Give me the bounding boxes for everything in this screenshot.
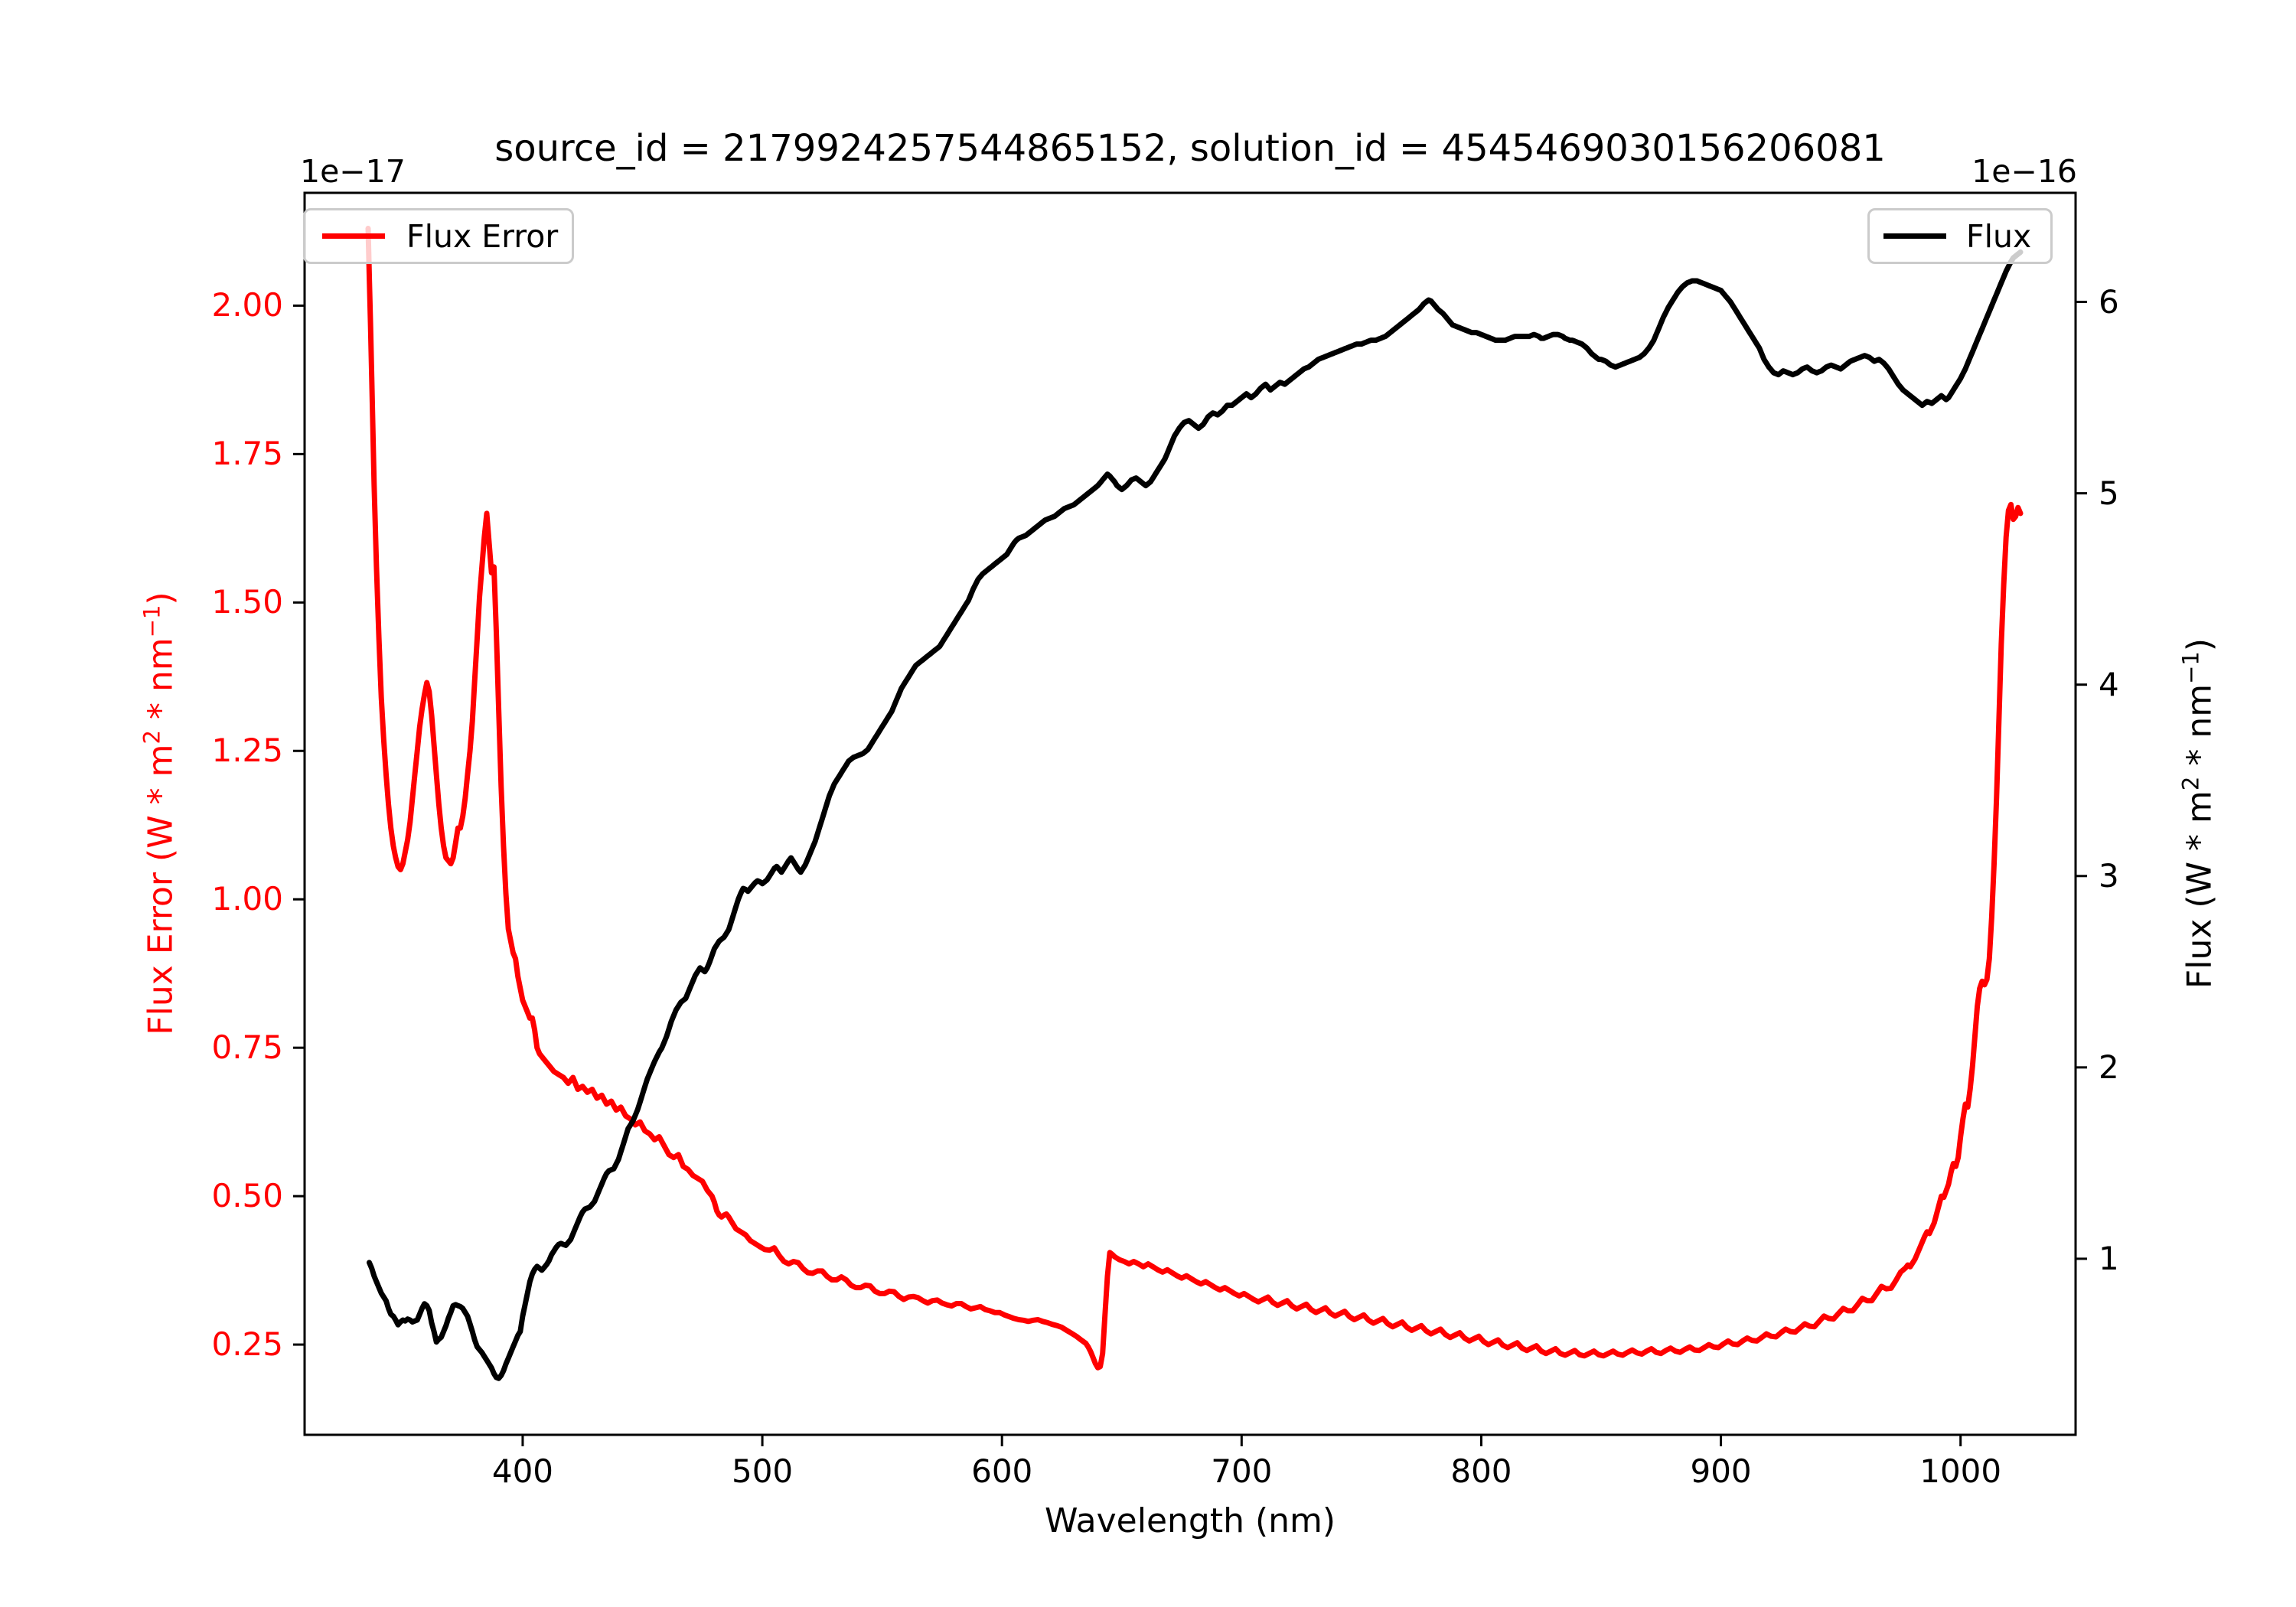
superscript-text: −1 [139, 605, 165, 638]
legend-flux: Flux [1867, 208, 2053, 264]
x-tick-label: 600 [971, 1452, 1033, 1490]
flux-legend-line-sample [1883, 233, 1946, 239]
label-text: ) [141, 592, 181, 605]
x-tick-label: 700 [1211, 1452, 1273, 1490]
left-y-tick-label: 1.00 [211, 880, 283, 918]
left-y-axis-label: Flux Error (W * m2 * nm−1) [139, 592, 181, 1035]
superscript-text: −1 [2177, 651, 2204, 684]
label-text: Flux (W * m [2180, 790, 2219, 989]
x-tick-label: 400 [491, 1452, 554, 1490]
flux-error-line [365, 226, 2024, 1371]
series-lines [365, 226, 2024, 1381]
flux-error-legend-line-sample [322, 233, 385, 239]
right-y-axis-label: Flux (W * m2 * nm−1) [2177, 637, 2219, 989]
x-tick-label: 800 [1450, 1452, 1512, 1490]
x-tick-label: 900 [1690, 1452, 1752, 1490]
left-y-tick-label: 1.50 [211, 583, 283, 621]
label-text: * nm [2180, 683, 2219, 777]
plot-title: source_id = 2179924257544865152, solutio… [494, 127, 1886, 170]
superscript-text: 2 [2177, 776, 2204, 791]
legend-flux-error: Flux Error [303, 208, 574, 264]
right-axis-scale-offset: 1e−16 [1971, 153, 2077, 190]
flux-line [367, 249, 2024, 1381]
axes-frame [303, 191, 2077, 1436]
right-y-tick-label: 3 [2099, 856, 2119, 895]
x-tick-label: 1000 [1919, 1452, 2002, 1490]
tick-marks [293, 301, 2087, 1446]
left-axis-scale-offset: 1e−17 [300, 153, 406, 190]
left-y-tick-label: 1.25 [211, 732, 283, 770]
right-y-tick-label: 5 [2099, 474, 2119, 512]
label-text: * nm [141, 637, 181, 731]
left-y-tick-label: 2.00 [211, 286, 283, 324]
x-axis-label: Wavelength (nm) [1044, 1501, 1336, 1540]
left-y-tick-label: 0.75 [211, 1028, 283, 1067]
label-text: Flux Error (W * m [141, 744, 181, 1035]
left-y-tick-label: 0.25 [211, 1325, 283, 1364]
flux-legend-label: Flux [1966, 217, 2032, 255]
x-tick-label: 500 [731, 1452, 794, 1490]
right-y-tick-label: 1 [2099, 1239, 2119, 1277]
flux-error-legend-label: Flux Error [406, 217, 559, 255]
superscript-text: 2 [139, 730, 165, 745]
left-y-tick-label: 0.50 [211, 1177, 283, 1215]
right-y-tick-label: 4 [2099, 665, 2119, 703]
right-y-tick-label: 2 [2099, 1048, 2119, 1086]
label-text: ) [2180, 637, 2219, 652]
right-y-tick-label: 6 [2099, 282, 2119, 321]
left-y-tick-label: 1.75 [211, 435, 283, 473]
